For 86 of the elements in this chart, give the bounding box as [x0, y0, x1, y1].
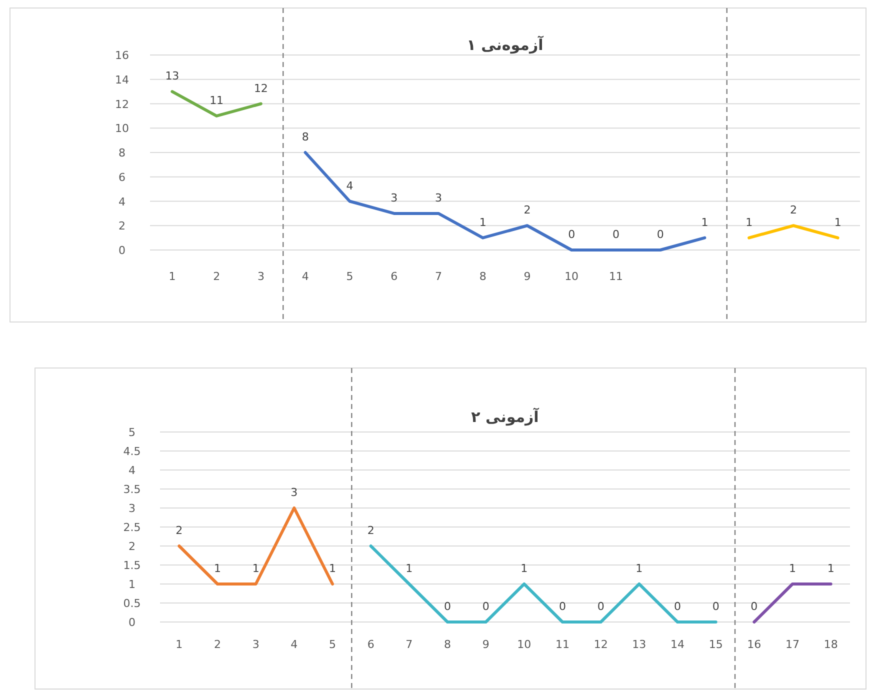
data-label: 3: [434, 191, 442, 204]
data-label: 0: [559, 600, 566, 613]
x-tick-label: 6: [367, 638, 374, 651]
data-label: 1: [479, 216, 486, 229]
data-label: 1: [406, 562, 413, 575]
data-label: 13: [165, 70, 180, 83]
y-tick-label: 2.5: [123, 521, 141, 534]
x-tick-label: 8: [444, 638, 451, 651]
y-tick-label: 3: [128, 502, 136, 515]
x-tick-label: 6: [390, 270, 398, 283]
x-tick-label: 4: [290, 638, 298, 651]
y-tick-label: 16: [115, 49, 129, 62]
x-tick-label: 7: [406, 638, 413, 651]
x-tick-label: 4: [302, 270, 309, 283]
x-tick-label: 11: [556, 638, 570, 651]
data-label: 0: [568, 228, 576, 241]
y-tick-label: 0: [118, 244, 126, 257]
x-tick-label: 2: [213, 270, 220, 283]
data-label: 0: [597, 600, 604, 613]
y-tick-label: 4: [128, 464, 136, 477]
y-tick-label: 10: [115, 122, 129, 136]
data-label: 2: [524, 204, 531, 217]
x-tick-label: 9: [482, 638, 490, 651]
x-tick-label: 17: [786, 638, 800, 651]
data-label: 0: [750, 600, 758, 613]
data-label: 2: [790, 204, 797, 217]
data-label: 0: [482, 600, 490, 613]
x-tick-label: 1: [168, 270, 176, 283]
data-label: 3: [390, 191, 398, 204]
y-tick-label: 5: [128, 426, 136, 439]
x-tick-label: 18: [824, 638, 838, 651]
y-tick-label: 2: [128, 540, 136, 553]
y-tick-label: 4.5: [123, 445, 141, 458]
line-series: [304, 151, 706, 252]
chart-title: آزمونی ۲: [471, 407, 540, 426]
data-label: 0: [612, 228, 620, 241]
y-tick-label: 1.5: [123, 559, 141, 572]
y-tick-label: 12: [115, 98, 129, 111]
x-tick-label: 16: [747, 638, 762, 651]
x-tick-label: 12: [594, 638, 608, 651]
x-tick-label: 5: [329, 638, 336, 651]
x-tick-label: 3: [252, 638, 260, 651]
data-label: 4: [346, 179, 354, 192]
y-tick-label: 3.5: [123, 483, 141, 496]
data-label: 2: [176, 524, 183, 537]
data-label: 0: [712, 600, 720, 613]
x-tick-label: 1: [176, 638, 183, 651]
data-label: 1: [329, 562, 336, 575]
y-tick-label: 6: [118, 170, 126, 184]
data-label: 11: [210, 94, 224, 107]
x-tick-label: 2: [214, 638, 221, 651]
data-label: 1: [789, 562, 796, 575]
x-tick-label: 10: [517, 638, 532, 651]
data-label: 1: [701, 216, 708, 229]
y-tick-label: 8: [118, 146, 126, 160]
data-label: 0: [674, 600, 681, 613]
x-tick-label: 11: [608, 270, 623, 283]
data-label: 1: [746, 216, 753, 229]
y-tick-label: 4: [118, 195, 126, 208]
y-tick-label: 14: [115, 73, 129, 86]
x-tick-label: 10: [564, 270, 579, 283]
data-label: 3: [290, 486, 298, 499]
data-label: 2: [367, 524, 374, 537]
data-label: 1: [214, 562, 221, 575]
data-label: 1: [834, 216, 842, 229]
x-tick-label: 15: [708, 638, 723, 651]
x-tick-label: 9: [524, 270, 531, 283]
x-tick-label: 3: [257, 270, 264, 283]
chart-title: آزموەنی ۱: [466, 35, 544, 54]
data-label: 1: [827, 562, 834, 575]
x-tick-label: 5: [346, 270, 354, 283]
data-label: 1: [520, 562, 528, 575]
x-tick-label: 8: [479, 270, 486, 283]
data-label: 0: [444, 600, 451, 613]
x-tick-label: 7: [434, 270, 442, 283]
data-label: 1: [636, 562, 643, 575]
x-tick-label: 14: [670, 638, 684, 651]
data-label: 0: [656, 228, 664, 241]
data-label: 1: [252, 562, 260, 575]
x-tick-label: 13: [632, 638, 646, 651]
y-tick-label: 2: [118, 220, 126, 233]
y-tick-label: 1: [128, 578, 136, 591]
y-tick-label: 0: [128, 616, 136, 629]
data-label: 8: [302, 130, 309, 144]
y-tick-label: 0.5: [123, 597, 141, 610]
data-label: 12: [254, 82, 268, 95]
